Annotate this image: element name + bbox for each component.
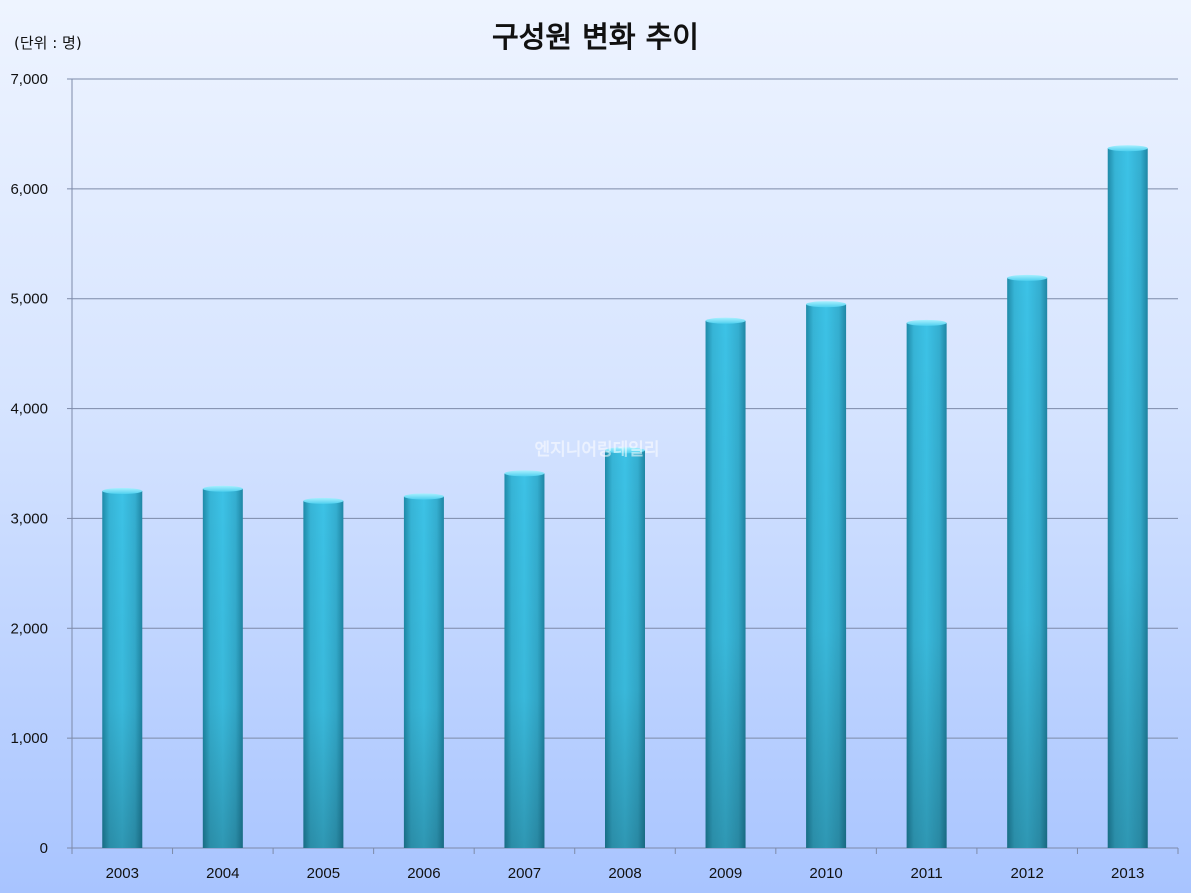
bar-shade bbox=[202, 488, 243, 848]
y-tick-label: 2,000 bbox=[10, 620, 48, 637]
x-tick-label: 2012 bbox=[1010, 865, 1043, 882]
x-tick-label: 2010 bbox=[809, 865, 842, 882]
y-tick-label: 7,000 bbox=[10, 71, 48, 88]
x-tick-label: 2006 bbox=[407, 865, 440, 882]
bar-2012 bbox=[1007, 274, 1048, 848]
bar-2004 bbox=[202, 485, 243, 848]
y-axis-ticks: 0 1,000 2,000 3,000 4,000 5,000 6,000 7,000 bbox=[10, 71, 72, 857]
bar-2008 bbox=[605, 447, 645, 848]
bar-shade bbox=[504, 473, 545, 848]
bar-cap bbox=[303, 497, 344, 504]
bar-2005 bbox=[303, 497, 344, 848]
bar-shade bbox=[403, 496, 444, 848]
bar-cap bbox=[202, 485, 243, 492]
x-tick-label: 2007 bbox=[508, 865, 541, 882]
x-tick-label: 2004 bbox=[206, 865, 239, 882]
bar-cap bbox=[1107, 145, 1148, 152]
y-tick-label: 0 bbox=[40, 840, 48, 857]
bar-2007 bbox=[504, 470, 545, 848]
y-tick-label: 6,000 bbox=[10, 181, 48, 198]
bar-cap bbox=[906, 319, 947, 326]
watermark-text: 엔지니어링데일리 bbox=[534, 440, 659, 460]
bar-cap bbox=[403, 493, 444, 500]
bar-cap bbox=[605, 447, 645, 454]
unit-label: (단위 : 명) bbox=[14, 34, 82, 52]
x-tick-label: 2009 bbox=[709, 865, 742, 882]
x-tick-label: 2011 bbox=[911, 865, 943, 882]
chart-title: 구성원 변화 추이 bbox=[492, 20, 699, 54]
x-tick-label: 2008 bbox=[608, 865, 641, 882]
y-tick-label: 4,000 bbox=[10, 401, 48, 418]
x-tick-label: 2003 bbox=[106, 865, 139, 882]
bar-shade bbox=[1007, 277, 1048, 848]
y-tick-label: 5,000 bbox=[10, 291, 48, 308]
bar-2003 bbox=[102, 487, 143, 848]
bar-shade bbox=[705, 320, 746, 849]
x-axis-ticks: 2003 2004 2005 2006 2007 2008 2009 2010 2011 2012… bbox=[71, 848, 1179, 882]
y-tick-label: 1,000 bbox=[10, 730, 48, 747]
bar-shade bbox=[906, 322, 947, 849]
bar-cap bbox=[1007, 274, 1048, 281]
bar-2011 bbox=[906, 319, 947, 849]
y-tick-label: 3,000 bbox=[10, 510, 48, 527]
bar-shade bbox=[605, 450, 645, 848]
bar-cap bbox=[705, 317, 746, 324]
bar-cap bbox=[806, 301, 847, 308]
bar-2013 bbox=[1107, 145, 1148, 848]
bar-shade bbox=[1107, 148, 1148, 848]
bar-shade bbox=[102, 490, 143, 848]
bar-shade bbox=[303, 500, 344, 848]
x-tick-label: 2013 bbox=[1111, 865, 1144, 882]
bar-cap bbox=[102, 487, 143, 494]
x-tick-label: 2005 bbox=[307, 865, 340, 882]
bar-2010 bbox=[806, 301, 847, 848]
bars bbox=[102, 145, 1148, 849]
bar-shade bbox=[806, 304, 847, 848]
bar-2006 bbox=[403, 493, 444, 848]
bar-cap bbox=[504, 470, 545, 477]
bar-2009 bbox=[705, 317, 746, 849]
